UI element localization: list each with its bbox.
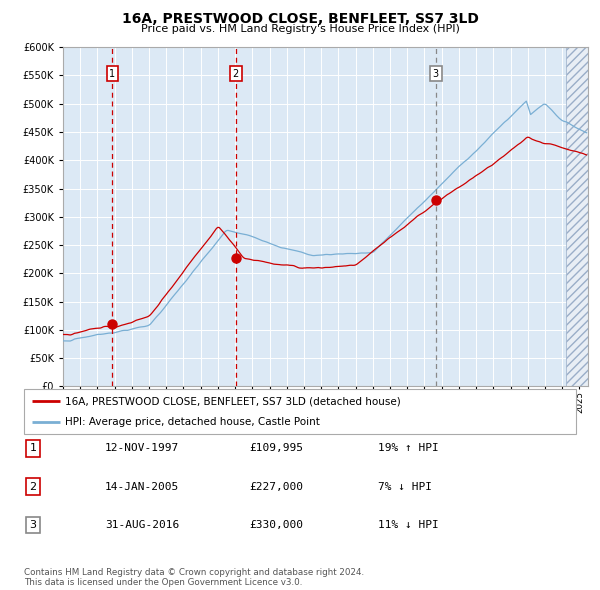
Text: 1: 1 xyxy=(109,69,115,79)
Text: £330,000: £330,000 xyxy=(249,520,303,530)
Text: 12-NOV-1997: 12-NOV-1997 xyxy=(105,444,179,453)
Text: Contains HM Land Registry data © Crown copyright and database right 2024.
This d: Contains HM Land Registry data © Crown c… xyxy=(24,568,364,587)
Text: 2: 2 xyxy=(29,482,37,491)
Text: HPI: Average price, detached house, Castle Point: HPI: Average price, detached house, Cast… xyxy=(65,417,320,427)
Text: 31-AUG-2016: 31-AUG-2016 xyxy=(105,520,179,530)
Text: 16A, PRESTWOOD CLOSE, BENFLEET, SS7 3LD: 16A, PRESTWOOD CLOSE, BENFLEET, SS7 3LD xyxy=(122,12,478,26)
Text: 3: 3 xyxy=(433,69,439,79)
Text: £227,000: £227,000 xyxy=(249,482,303,491)
FancyBboxPatch shape xyxy=(24,389,576,434)
Text: £109,995: £109,995 xyxy=(249,444,303,453)
Text: 1: 1 xyxy=(29,444,37,453)
Text: 7% ↓ HPI: 7% ↓ HPI xyxy=(378,482,432,491)
Text: 3: 3 xyxy=(29,520,37,530)
Text: 2: 2 xyxy=(233,69,239,79)
Text: 14-JAN-2005: 14-JAN-2005 xyxy=(105,482,179,491)
Text: 19% ↑ HPI: 19% ↑ HPI xyxy=(378,444,439,453)
Text: Price paid vs. HM Land Registry's House Price Index (HPI): Price paid vs. HM Land Registry's House … xyxy=(140,24,460,34)
Text: 11% ↓ HPI: 11% ↓ HPI xyxy=(378,520,439,530)
Text: 16A, PRESTWOOD CLOSE, BENFLEET, SS7 3LD (detached house): 16A, PRESTWOOD CLOSE, BENFLEET, SS7 3LD … xyxy=(65,396,401,407)
